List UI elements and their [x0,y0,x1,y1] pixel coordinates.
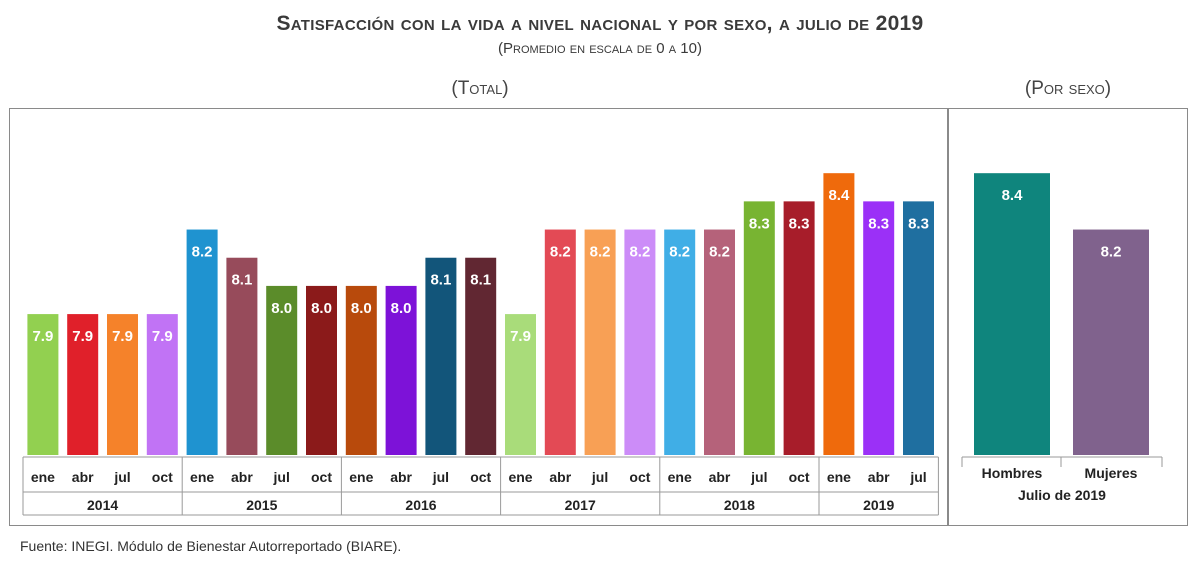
x-tick-month-7: oct [311,469,332,485]
bar-total-10 [425,257,457,455]
bar-total-value-label-21: 8.3 [868,215,889,232]
bar-total-value-label-1: 7.9 [72,328,93,345]
chart-title: Satisfacción con la vida a nivel naciona… [276,12,924,35]
bar-total-19 [783,201,815,455]
bar-total-value-label-16: 8.2 [669,244,690,261]
bar-total-value-label-18: 8.3 [749,215,770,232]
x-tick-sex-1: Mujeres [1085,465,1138,481]
bar-total-17 [704,229,735,455]
x-tick-month-11: oct [470,469,491,485]
bar-total-8 [345,285,377,455]
bar-sex-value-label-0: 8.4 [1002,187,1024,204]
bar-total-14 [584,229,616,455]
bar-total-value-label-13: 8.2 [550,244,571,261]
bar-total-value-label-17: 8.2 [709,244,730,261]
bar-total-value-label-2: 7.9 [112,328,133,345]
x-tick-month-0: ene [31,469,55,485]
bar-total-value-label-15: 8.2 [629,244,650,261]
bar-total-value-label-11: 8.1 [470,272,491,289]
bar-sex-value-label-1: 8.2 [1101,244,1122,261]
bar-total-value-label-14: 8.2 [590,244,611,261]
x-tick-month-15: oct [629,469,650,485]
x-tick-month-16: ene [668,469,692,485]
bar-total-9 [385,285,417,455]
x-tick-month-9: abr [390,469,412,485]
x-group-year-2016: 2016 [405,497,436,513]
x-tick-month-2: jul [113,469,130,485]
bar-sex-1 [1073,229,1149,455]
x-group-year-2014: 2014 [87,497,118,513]
x-tick-month-19: oct [789,469,810,485]
bar-total-15 [624,229,656,455]
bar-total-value-label-22: 8.3 [908,215,929,232]
bar-total-22 [903,201,934,455]
bar-total-2 [107,314,138,455]
bar-total-21 [863,201,895,455]
x-tick-month-3: oct [152,469,173,485]
bar-total-3 [146,314,178,455]
x-tick-month-5: abr [231,469,253,485]
x-tick-month-14: jul [591,469,608,485]
bar-total-11 [465,257,497,455]
source-note: Fuente: INEGI. Módulo de Bienestar Autor… [20,538,402,554]
bar-total-value-label-8: 8.0 [351,300,372,317]
bar-total-value-label-9: 8.0 [391,300,412,317]
bar-total-7 [306,285,337,455]
bar-total-4 [186,229,218,455]
bar-total-value-label-0: 7.9 [32,328,53,345]
x-tick-month-21: abr [868,469,890,485]
bar-total-1 [67,314,99,455]
panel-total-label: (Total) [451,78,509,99]
bar-total-value-label-20: 8.4 [828,187,850,204]
x-tick-month-1: abr [72,469,94,485]
bar-total-0 [27,314,59,455]
bar-total-value-label-19: 8.3 [789,215,810,232]
bar-total-value-label-7: 8.0 [311,300,332,317]
bar-total-value-label-12: 7.9 [510,328,531,345]
bar-total-value-label-10: 8.1 [430,272,451,289]
bar-total-12 [505,314,536,455]
x-tick-month-17: abr [709,469,731,485]
bar-total-13 [544,229,576,455]
x-group-year-2018: 2018 [724,497,755,513]
x-tick-sex-0: Hombres [982,465,1043,481]
bar-total-16 [664,229,696,455]
chart-frame [9,108,1188,526]
bar-sex-0 [974,173,1050,455]
chart-subtitle: (Promedio en escala de 0 a 10) [498,40,702,57]
x-tick-month-18: jul [750,469,767,485]
x-tick-month-20: ene [827,469,851,485]
bar-total-value-label-3: 7.9 [152,328,173,345]
panel-sex-label: (Por sexo) [1024,78,1112,99]
bar-total-value-label-5: 8.1 [231,272,252,289]
x-tick-month-13: abr [549,469,571,485]
panel-divider [947,108,949,526]
bar-total-5 [226,257,258,455]
x-tick-month-8: ene [349,469,373,485]
x-tick-month-10: jul [432,469,449,485]
x-tick-month-12: ene [508,469,532,485]
bar-total-value-label-6: 8.0 [271,300,292,317]
x-group-year-2015: 2015 [246,497,277,513]
x-group-year-2017: 2017 [565,497,596,513]
x-group-year-2019: 2019 [863,497,894,513]
x-tick-month-4: ene [190,469,214,485]
x-group-sex-label: Julio de 2019 [1018,487,1106,503]
bar-total-18 [743,201,775,455]
x-tick-month-6: jul [273,469,290,485]
x-tick-month-22: jul [909,469,926,485]
bar-total-20 [823,173,855,455]
bar-total-value-label-4: 8.2 [192,244,213,261]
bar-total-6 [266,285,298,455]
